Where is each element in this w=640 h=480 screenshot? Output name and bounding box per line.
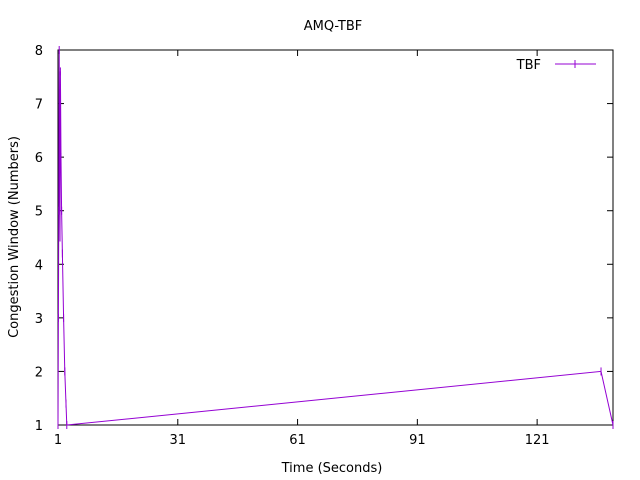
series-layer (57, 46, 614, 429)
series-line-tbf (57, 49, 614, 426)
y-tick-label-5: 6 (35, 151, 43, 166)
y-tick-label-2: 3 (35, 312, 43, 327)
y-tick-label-3: 4 (35, 258, 43, 273)
x-tick-label-3: 91 (409, 433, 426, 448)
chart-title: AMQ-TBF (304, 19, 363, 34)
axis-tick-labels: 1 31 61 91 121 1 2 3 4 5 6 7 8 (35, 44, 550, 448)
legend-label-tbf: TBF (516, 58, 541, 73)
y-tick-label-6: 7 (35, 98, 43, 113)
y-axis-label: Congestion Window (Numbers) (7, 136, 22, 338)
axis-ticks (57, 49, 613, 426)
y-tick-label-7: 8 (35, 44, 43, 59)
y-tick-label-0: 1 (35, 419, 43, 434)
x-tick-label-4: 121 (525, 433, 550, 448)
y-tick-label-1: 2 (35, 365, 43, 380)
legend: TBF (516, 58, 596, 73)
y-tick-label-4: 5 (35, 205, 43, 220)
x-tick-label-0: 1 (54, 433, 62, 448)
x-tick-label-2: 61 (289, 433, 306, 448)
x-tick-label-1: 31 (170, 433, 187, 448)
x-axis-label: Time (Seconds) (281, 461, 383, 476)
plot-frame (57, 49, 614, 426)
